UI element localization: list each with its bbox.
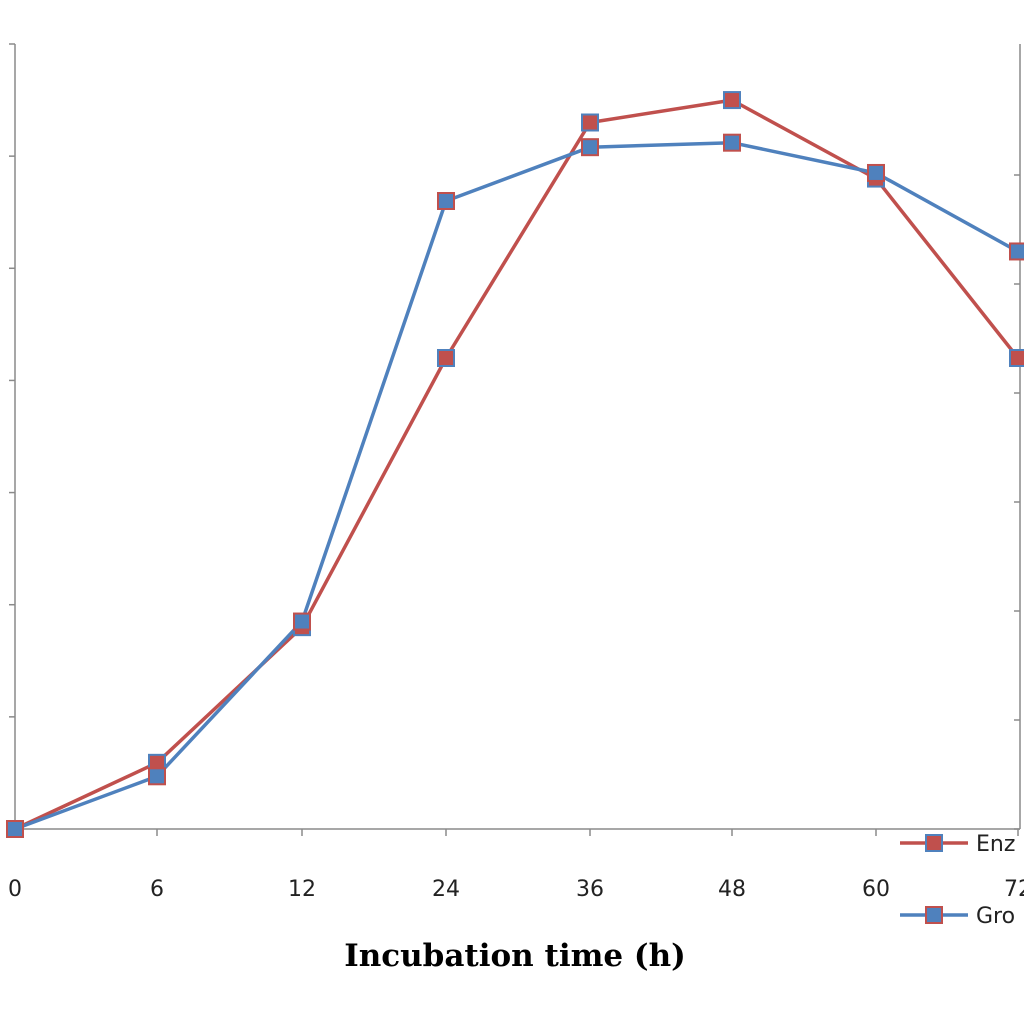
legend-swatch-marker <box>925 834 943 852</box>
legend: Enz Gro <box>900 832 1015 929</box>
x-tick-labels: 0 6 12 24 36 48 60 72 <box>8 877 1024 902</box>
data-point-growth <box>581 138 599 157</box>
x-tick-label: 48 <box>718 877 746 902</box>
data-point-enzyme <box>581 113 599 132</box>
data-point-growth <box>148 767 166 786</box>
x-tick-label: 0 <box>8 877 22 902</box>
series-lines <box>14 98 1020 831</box>
right-y-ticks <box>1014 174 1020 830</box>
left-y-ticks <box>9 43 15 830</box>
x-ticks <box>14 829 1019 836</box>
x-axis-title: Incubation time (h) <box>344 938 686 974</box>
x-tick-label: 12 <box>288 877 316 902</box>
data-point-growth <box>867 163 885 182</box>
x-tick-label: 72 <box>1004 877 1024 902</box>
data-point-enzyme <box>1009 349 1024 367</box>
x-tick-label: 6 <box>150 877 164 902</box>
data-point-enzyme <box>723 91 741 110</box>
data-point-growth <box>6 820 24 838</box>
axes <box>14 44 1021 830</box>
data-point-growth <box>1009 242 1024 261</box>
legend-swatch-marker <box>925 906 943 924</box>
x-tick-label: 24 <box>432 877 460 902</box>
data-point-enzyme <box>437 349 455 367</box>
series-line-growth <box>14 140 1019 831</box>
data-point-growth <box>437 192 455 210</box>
data-point-growth <box>723 133 741 152</box>
legend-label: Enz <box>976 832 1015 857</box>
legend-label: Gro <box>976 904 1015 929</box>
x-tick-label: 36 <box>576 877 604 902</box>
x-tick-label: 60 <box>862 877 890 902</box>
series-markers <box>6 91 1024 838</box>
data-point-growth <box>293 612 311 631</box>
series-line-enzyme <box>14 98 1020 831</box>
